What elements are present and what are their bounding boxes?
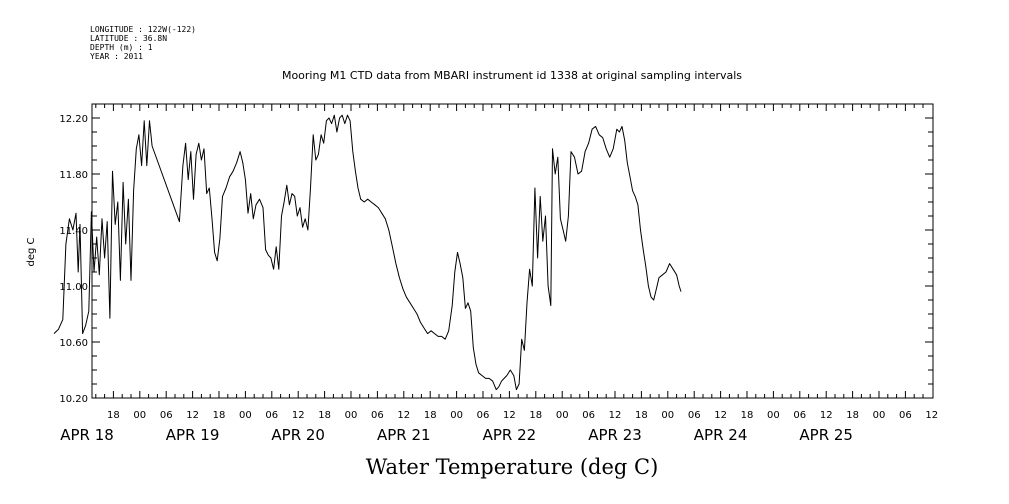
date-label: APR 20 xyxy=(271,426,325,444)
y-tick-label: 10.60 xyxy=(59,338,88,349)
x-tick-label: 06 xyxy=(899,410,912,421)
x-tick-label: 06 xyxy=(265,410,278,421)
date-label: APR 19 xyxy=(166,426,220,444)
x-tick-label: 12 xyxy=(609,410,622,421)
y-tick-label: 11.40 xyxy=(59,226,88,237)
date-label: APR 21 xyxy=(377,426,431,444)
x-tick-label: 18 xyxy=(741,410,754,421)
date-labels: APR 18 APR 19 APR 20 APR 21 APR 22 APR 23 APR … xyxy=(60,426,853,444)
x-tick-label: 06 xyxy=(688,410,701,421)
x-tick-label: 12 xyxy=(397,410,410,421)
series-group xyxy=(53,114,682,391)
x-tick-label: 18 xyxy=(107,410,120,421)
header-info: LONGITUDE : 122W(-122) LATITUDE : 36.8N … xyxy=(90,25,196,61)
header-year: YEAR : 2011 xyxy=(90,52,143,61)
x-tick-label: 18 xyxy=(318,410,331,421)
y-axis-label: deg C xyxy=(26,237,37,266)
date-label: APR 25 xyxy=(799,426,853,444)
x-tick-label: 00 xyxy=(239,410,252,421)
x-tick-label: 12 xyxy=(503,410,516,421)
y-tick-label: 10.20 xyxy=(59,394,88,405)
x-tick-label: 18 xyxy=(635,410,648,421)
x-tick-label: 18 xyxy=(213,410,226,421)
date-label: APR 23 xyxy=(588,426,642,444)
x-tick-label: 06 xyxy=(371,410,384,421)
x-tick-labels: 18 00 06 12 18 00 06 12 18 00 06 12 18 00 06 12 18 00 06 12… xyxy=(107,410,938,421)
header-longitude: LONGITUDE : 122W(-122) xyxy=(90,25,196,34)
x-tick-label: 06 xyxy=(582,410,595,421)
x-tick-label: 12 xyxy=(292,410,305,421)
y-tick-labels: 10.20 10.60 11.00 11.40 11.80 12.20 xyxy=(59,114,88,405)
y-tick-label: 12.20 xyxy=(59,114,88,125)
x-tick-label: 18 xyxy=(846,410,859,421)
chart-title: Mooring M1 CTD data from MBARI instrumen… xyxy=(282,69,742,82)
x-tick-label: 00 xyxy=(345,410,358,421)
x-tick-label: 12 xyxy=(925,410,938,421)
x-tick-label: 00 xyxy=(661,410,674,421)
x-tick-label: 12 xyxy=(714,410,727,421)
header-latitude: LATITUDE : 36.8N xyxy=(90,34,167,43)
x-axis-label: Water Temperature (deg C) xyxy=(366,455,659,479)
x-tick-label: 06 xyxy=(477,410,490,421)
x-tick-label: 12 xyxy=(820,410,833,421)
y-tick-label: 11.00 xyxy=(59,282,88,293)
date-label: APR 18 xyxy=(60,426,114,444)
x-tick-label: 12 xyxy=(186,410,199,421)
x-tick-label: 00 xyxy=(556,410,569,421)
plot-frame xyxy=(91,103,934,399)
axis-ticks xyxy=(92,103,933,399)
x-tick-label: 06 xyxy=(793,410,806,421)
x-tick-label: 00 xyxy=(450,410,463,421)
header-depth: DEPTH (m) : 1 xyxy=(90,43,153,52)
date-label: APR 24 xyxy=(694,426,748,444)
x-tick-label: 06 xyxy=(160,410,173,421)
x-tick-label: 18 xyxy=(424,410,437,421)
series-line xyxy=(53,114,682,391)
x-tick-label: 00 xyxy=(873,410,886,421)
x-tick-label: 00 xyxy=(133,410,146,421)
x-tick-label: 00 xyxy=(767,410,780,421)
y-tick-label: 11.80 xyxy=(59,170,88,181)
x-tick-label: 18 xyxy=(529,410,542,421)
date-label: APR 22 xyxy=(483,426,537,444)
